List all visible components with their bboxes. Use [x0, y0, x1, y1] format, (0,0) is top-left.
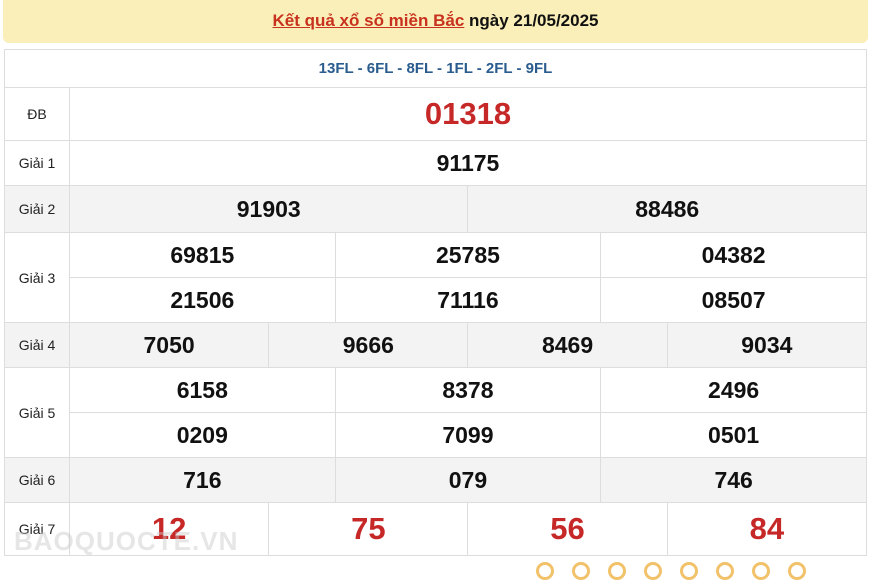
prize-number: 04382 — [600, 232, 867, 278]
prize-label: Giải 3 — [4, 232, 70, 323]
decorative-circles — [536, 562, 806, 580]
prize-number: 2496 — [600, 367, 867, 413]
results-table: 13FL - 6FL - 8FL - 1FL - 2FL - 9FL ĐB 01… — [4, 49, 868, 556]
result-date: ngày 21/05/2025 — [469, 11, 599, 30]
prize-number: 91175 — [69, 140, 867, 186]
prize-number: 7050 — [68, 322, 270, 368]
prize-number: 079 — [334, 457, 602, 503]
prize-label: Giải 4 — [4, 322, 70, 368]
prize-number: 6158 — [69, 367, 336, 413]
circle-icon — [716, 562, 734, 580]
prize-number: 7099 — [334, 412, 602, 458]
prize-number: 12 — [68, 502, 270, 556]
ticket-codes: 13FL - 6FL - 8FL - 1FL - 2FL - 9FL — [4, 49, 867, 88]
prize-number: 716 — [69, 457, 336, 503]
circle-icon — [572, 562, 590, 580]
prize-label: ĐB — [4, 87, 70, 141]
prize-number: 69815 — [69, 232, 336, 278]
prize-number: 08507 — [600, 277, 867, 323]
circle-icon — [680, 562, 698, 580]
circle-icon — [788, 562, 806, 580]
prize-number: 56 — [467, 502, 668, 556]
prize-number: 91903 — [68, 185, 469, 233]
prize-number: 8378 — [334, 367, 602, 413]
circle-icon — [608, 562, 626, 580]
prize-number: 8469 — [467, 322, 668, 368]
circle-icon — [644, 562, 662, 580]
circle-icon — [536, 562, 554, 580]
prize-number: 21506 — [69, 277, 336, 323]
prize-label: Giải 2 — [4, 185, 70, 233]
prize-label: Giải 5 — [4, 367, 70, 458]
prize-number: 9666 — [268, 322, 469, 368]
results-link[interactable]: Kết quả xổ số miền Bắc — [272, 11, 465, 30]
circle-icon — [752, 562, 770, 580]
prize-label: Giải 6 — [4, 457, 70, 503]
prize-number: 25785 — [334, 232, 602, 278]
prize-number: 84 — [666, 502, 868, 556]
prize-number: 88486 — [467, 185, 867, 233]
prize-number: 9034 — [666, 322, 868, 368]
prize-number: 0501 — [600, 412, 867, 458]
prize-number: 75 — [268, 502, 469, 556]
prize-number: 0209 — [69, 412, 336, 458]
prize-number: 746 — [600, 457, 867, 503]
result-header: Kết quả xổ số miền Bắc ngày 21/05/2025 — [3, 0, 868, 43]
prize-number: 71116 — [334, 277, 602, 323]
special-prize: 01318 — [69, 87, 867, 141]
prize-label: Giải 1 — [4, 140, 70, 186]
prize-label: Giải 7 — [4, 502, 70, 556]
